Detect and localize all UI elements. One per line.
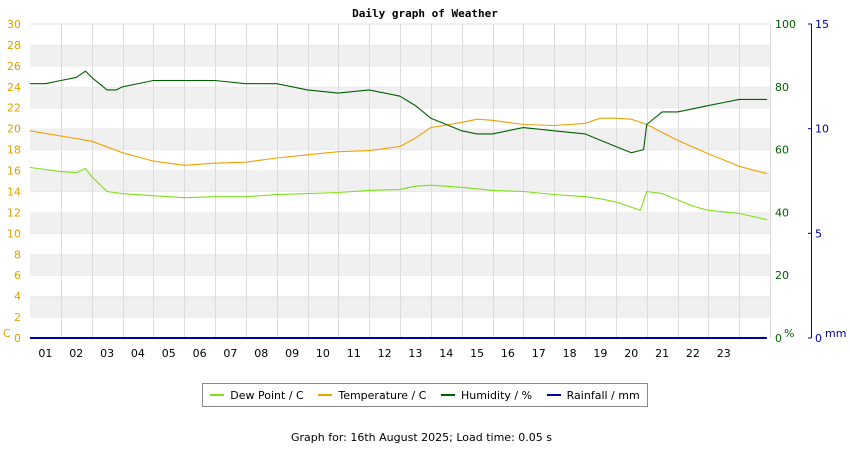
x-tick-label: 17 bbox=[532, 347, 546, 360]
x-tick-label: 15 bbox=[470, 347, 484, 360]
y-right-percent-tick-label: 60 bbox=[775, 144, 789, 157]
y-right-mm-tick-label: 15 bbox=[815, 18, 829, 31]
chart-title: Daily graph of Weather bbox=[352, 7, 498, 20]
x-tick-label: 20 bbox=[624, 347, 638, 360]
legend-label: Dew Point / C bbox=[230, 388, 304, 402]
x-tick-label: 11 bbox=[347, 347, 361, 360]
y-right-percent-tick-label: 80 bbox=[775, 81, 789, 94]
x-tick-label: 06 bbox=[193, 347, 207, 360]
legend-swatch bbox=[441, 394, 456, 396]
legend-item: Humidity / % bbox=[441, 389, 532, 402]
y-left-tick-label: 20 bbox=[7, 123, 21, 136]
x-tick-label: 05 bbox=[162, 347, 176, 360]
left-axis-unit: C bbox=[3, 327, 11, 340]
y-left-tick-label: 14 bbox=[7, 185, 21, 198]
x-tick-label: 23 bbox=[717, 347, 731, 360]
x-tick-label: 21 bbox=[655, 347, 669, 360]
x-tick-label: 13 bbox=[408, 347, 422, 360]
y-left-tick-label: 16 bbox=[7, 165, 21, 178]
y-right-percent-tick-label: 20 bbox=[775, 269, 789, 282]
x-tick-label: 19 bbox=[593, 347, 607, 360]
legend-label: Temperature / C bbox=[338, 388, 427, 402]
vertical-gridlines bbox=[61, 24, 771, 338]
legend: Dew Point / C Temperature / C Humidity / %… bbox=[202, 383, 648, 407]
y-right-mm-tick-label: 5 bbox=[815, 227, 822, 240]
x-tick-label: 12 bbox=[378, 347, 392, 360]
right-axis-unit-percent: % bbox=[784, 327, 794, 340]
y-left-tick-label: 24 bbox=[7, 81, 21, 94]
legend-swatch bbox=[546, 394, 561, 396]
x-tick-label: 03 bbox=[100, 347, 114, 360]
series-line bbox=[30, 70, 767, 154]
legend-label: Rainfall / mm bbox=[566, 388, 640, 402]
legend-item: Dew Point / C bbox=[210, 388, 304, 402]
series-line bbox=[29, 117, 768, 175]
series-layer bbox=[29, 70, 768, 339]
y-left-tick-label: 30 bbox=[7, 18, 21, 31]
x-tick-label: 02 bbox=[69, 347, 83, 360]
x-tick-label: 01 bbox=[38, 347, 52, 360]
y-left-tick-label: 2 bbox=[14, 311, 21, 324]
y-left-tick-label: 26 bbox=[7, 60, 21, 73]
x-tick-label: 10 bbox=[316, 347, 330, 360]
y-left-tick-label: 0 bbox=[14, 332, 21, 345]
y-right-percent-tick-label: 100 bbox=[775, 18, 796, 31]
legend-item: Temperature / C bbox=[318, 389, 426, 402]
y-right-mm-tick-label: 10 bbox=[815, 123, 829, 136]
y-left-tick-label: 4 bbox=[14, 290, 21, 303]
legend-swatch bbox=[210, 394, 225, 396]
y-left-tick-label: 18 bbox=[7, 144, 21, 157]
x-tick-label: 07 bbox=[223, 347, 237, 360]
y-left-tick-label: 12 bbox=[7, 206, 21, 219]
y-left-tick-label: 8 bbox=[14, 248, 21, 261]
y-left-tick-label: 6 bbox=[14, 269, 21, 282]
legend-item: Rainfall / mm bbox=[546, 388, 640, 402]
x-tick-label: 16 bbox=[501, 347, 515, 360]
y-right-percent-tick-label: 40 bbox=[775, 206, 789, 219]
y-right-mm-tick-label: 0 bbox=[815, 332, 822, 345]
y-left-tick-label: 10 bbox=[7, 227, 21, 240]
y-left-tick-label: 28 bbox=[7, 39, 21, 52]
y-left-tick-label: 22 bbox=[7, 102, 21, 115]
right-axis-unit-mm: mm bbox=[825, 327, 846, 340]
legend-label: Humidity / % bbox=[461, 388, 533, 402]
x-tick-label: 14 bbox=[439, 347, 453, 360]
x-tick-label: 08 bbox=[254, 347, 268, 360]
footer-text: Graph for: 16th August 2025; Load time: … bbox=[291, 431, 552, 444]
x-tick-label: 04 bbox=[131, 347, 145, 360]
x-tick-label: 18 bbox=[563, 347, 577, 360]
y-right-percent-tick-label: 0 bbox=[775, 332, 782, 345]
x-tick-label: 09 bbox=[285, 347, 299, 360]
x-tick-label: 22 bbox=[686, 347, 700, 360]
series-line bbox=[29, 166, 768, 221]
legend-swatch bbox=[318, 394, 333, 396]
axes: 01 02 03 04 05 06 07 08 09 10 11 12 13 14 15 16 17 18 19 20… bbox=[7, 18, 829, 360]
